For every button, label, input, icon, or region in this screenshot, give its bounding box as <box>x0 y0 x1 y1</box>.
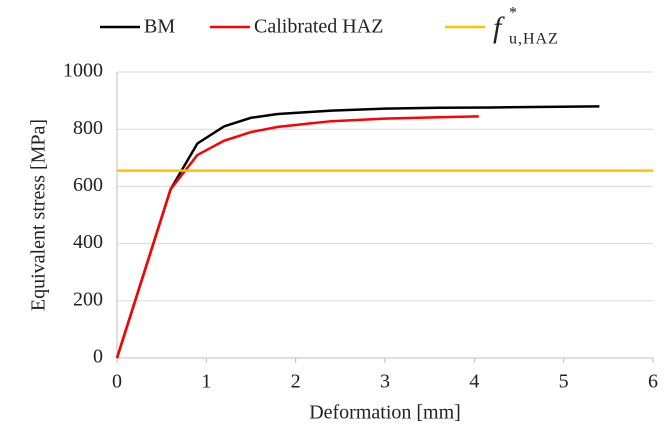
legend-label-sub: u,HAZ <box>509 31 559 48</box>
x-tick-label: 5 <box>559 371 569 393</box>
y-axis-title: Equivalent stress [MPa] <box>28 119 50 311</box>
y-tick-label: 1000 <box>63 60 103 82</box>
x-axis-title: Deformation [mm] <box>309 402 461 424</box>
y-tick-label: 400 <box>73 231 103 253</box>
y-tick-label: 600 <box>73 174 103 196</box>
legend-label: BM <box>144 16 175 38</box>
y-tick-label: 0 <box>93 346 103 368</box>
y-tick-label: 200 <box>73 288 103 310</box>
series-line <box>115 105 600 359</box>
x-tick-label: 1 <box>201 371 211 393</box>
legend-label-sup: * <box>509 5 517 22</box>
x-tick-label: 2 <box>291 371 301 393</box>
x-tick-label: 4 <box>469 371 479 393</box>
legend-label: f <box>493 11 505 44</box>
x-tick-label: 6 <box>648 371 658 393</box>
x-tick-label: 3 <box>380 371 390 393</box>
series-line <box>115 115 479 359</box>
x-tick-label: 0 <box>112 371 122 393</box>
y-tick-label: 800 <box>73 117 103 139</box>
legend-label: Calibrated HAZ <box>254 16 383 38</box>
